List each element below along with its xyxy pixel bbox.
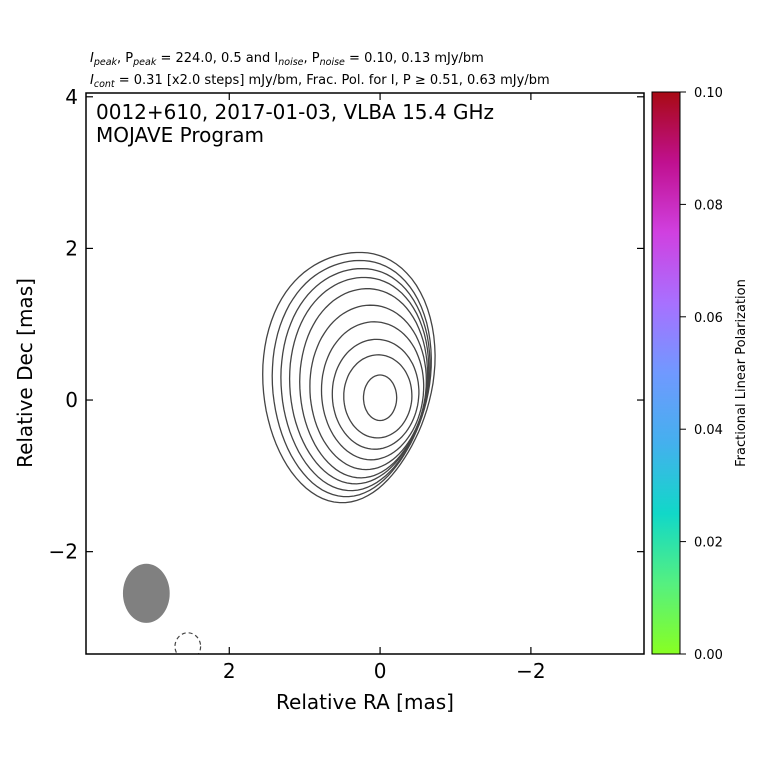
beam-ellipse [122, 563, 170, 623]
x-tick-label: 0 [374, 659, 387, 683]
colorbar-tick-label: 0.02 [694, 536, 723, 551]
y-axis-label: Relative Dec [mas] [13, 278, 37, 468]
contour-level-4 [320, 321, 425, 461]
colorbar-tick-label: 0.08 [694, 198, 723, 213]
colorbar-tick-label: 0.04 [694, 423, 723, 438]
colorbar-ticks: 0.00 0.02 0.04 0.06 0.08 0.10 [680, 86, 723, 663]
contour-level-8 [280, 267, 431, 492]
colorbar-label: Fractional Linear Polarization [734, 279, 749, 467]
colorbar-tick-label: 0.00 [694, 648, 723, 663]
contour-level-5 [309, 304, 427, 471]
colorbar-tick-label: 0.10 [694, 86, 723, 101]
x-tick-label: 2 [223, 659, 236, 683]
header-line-1: Ipeak, Ppeak = 224.0, 0.5 and Inoise, Pn… [90, 51, 484, 68]
contour-level-3 [331, 338, 420, 450]
x-tick-label: −2 [516, 659, 545, 683]
contour-level-2 [343, 354, 413, 439]
negative-contour [174, 632, 202, 654]
contour-level-9 [271, 259, 432, 498]
colorbar [651, 91, 681, 655]
plot-frame [85, 92, 645, 655]
plot-area [122, 251, 436, 654]
y-tick-label: −2 [49, 540, 78, 564]
chart-title-line-1: 0012+610, 2017-01-03, VLBA 15.4 GHz [96, 100, 494, 124]
contour-level-10 [262, 251, 436, 504]
y-tick-label: 2 [65, 236, 78, 260]
y-tick-label: 4 [65, 85, 78, 109]
contour-level-6 [299, 288, 429, 479]
header-line-2: Icont = 0.31 [x2.0 steps] mJy/bm, Frac. … [90, 73, 550, 90]
chart-title-line-2: MOJAVE Program [96, 123, 264, 147]
contour-level-1 [362, 374, 398, 422]
colorbar-tick-label: 0.06 [694, 311, 723, 326]
y-tick-label: 0 [65, 388, 78, 412]
contour-level-7 [288, 276, 430, 485]
x-axis-label: Relative RA [mas] [276, 690, 454, 714]
axes: 2 0 −2 4 2 0 −2 [49, 85, 644, 683]
